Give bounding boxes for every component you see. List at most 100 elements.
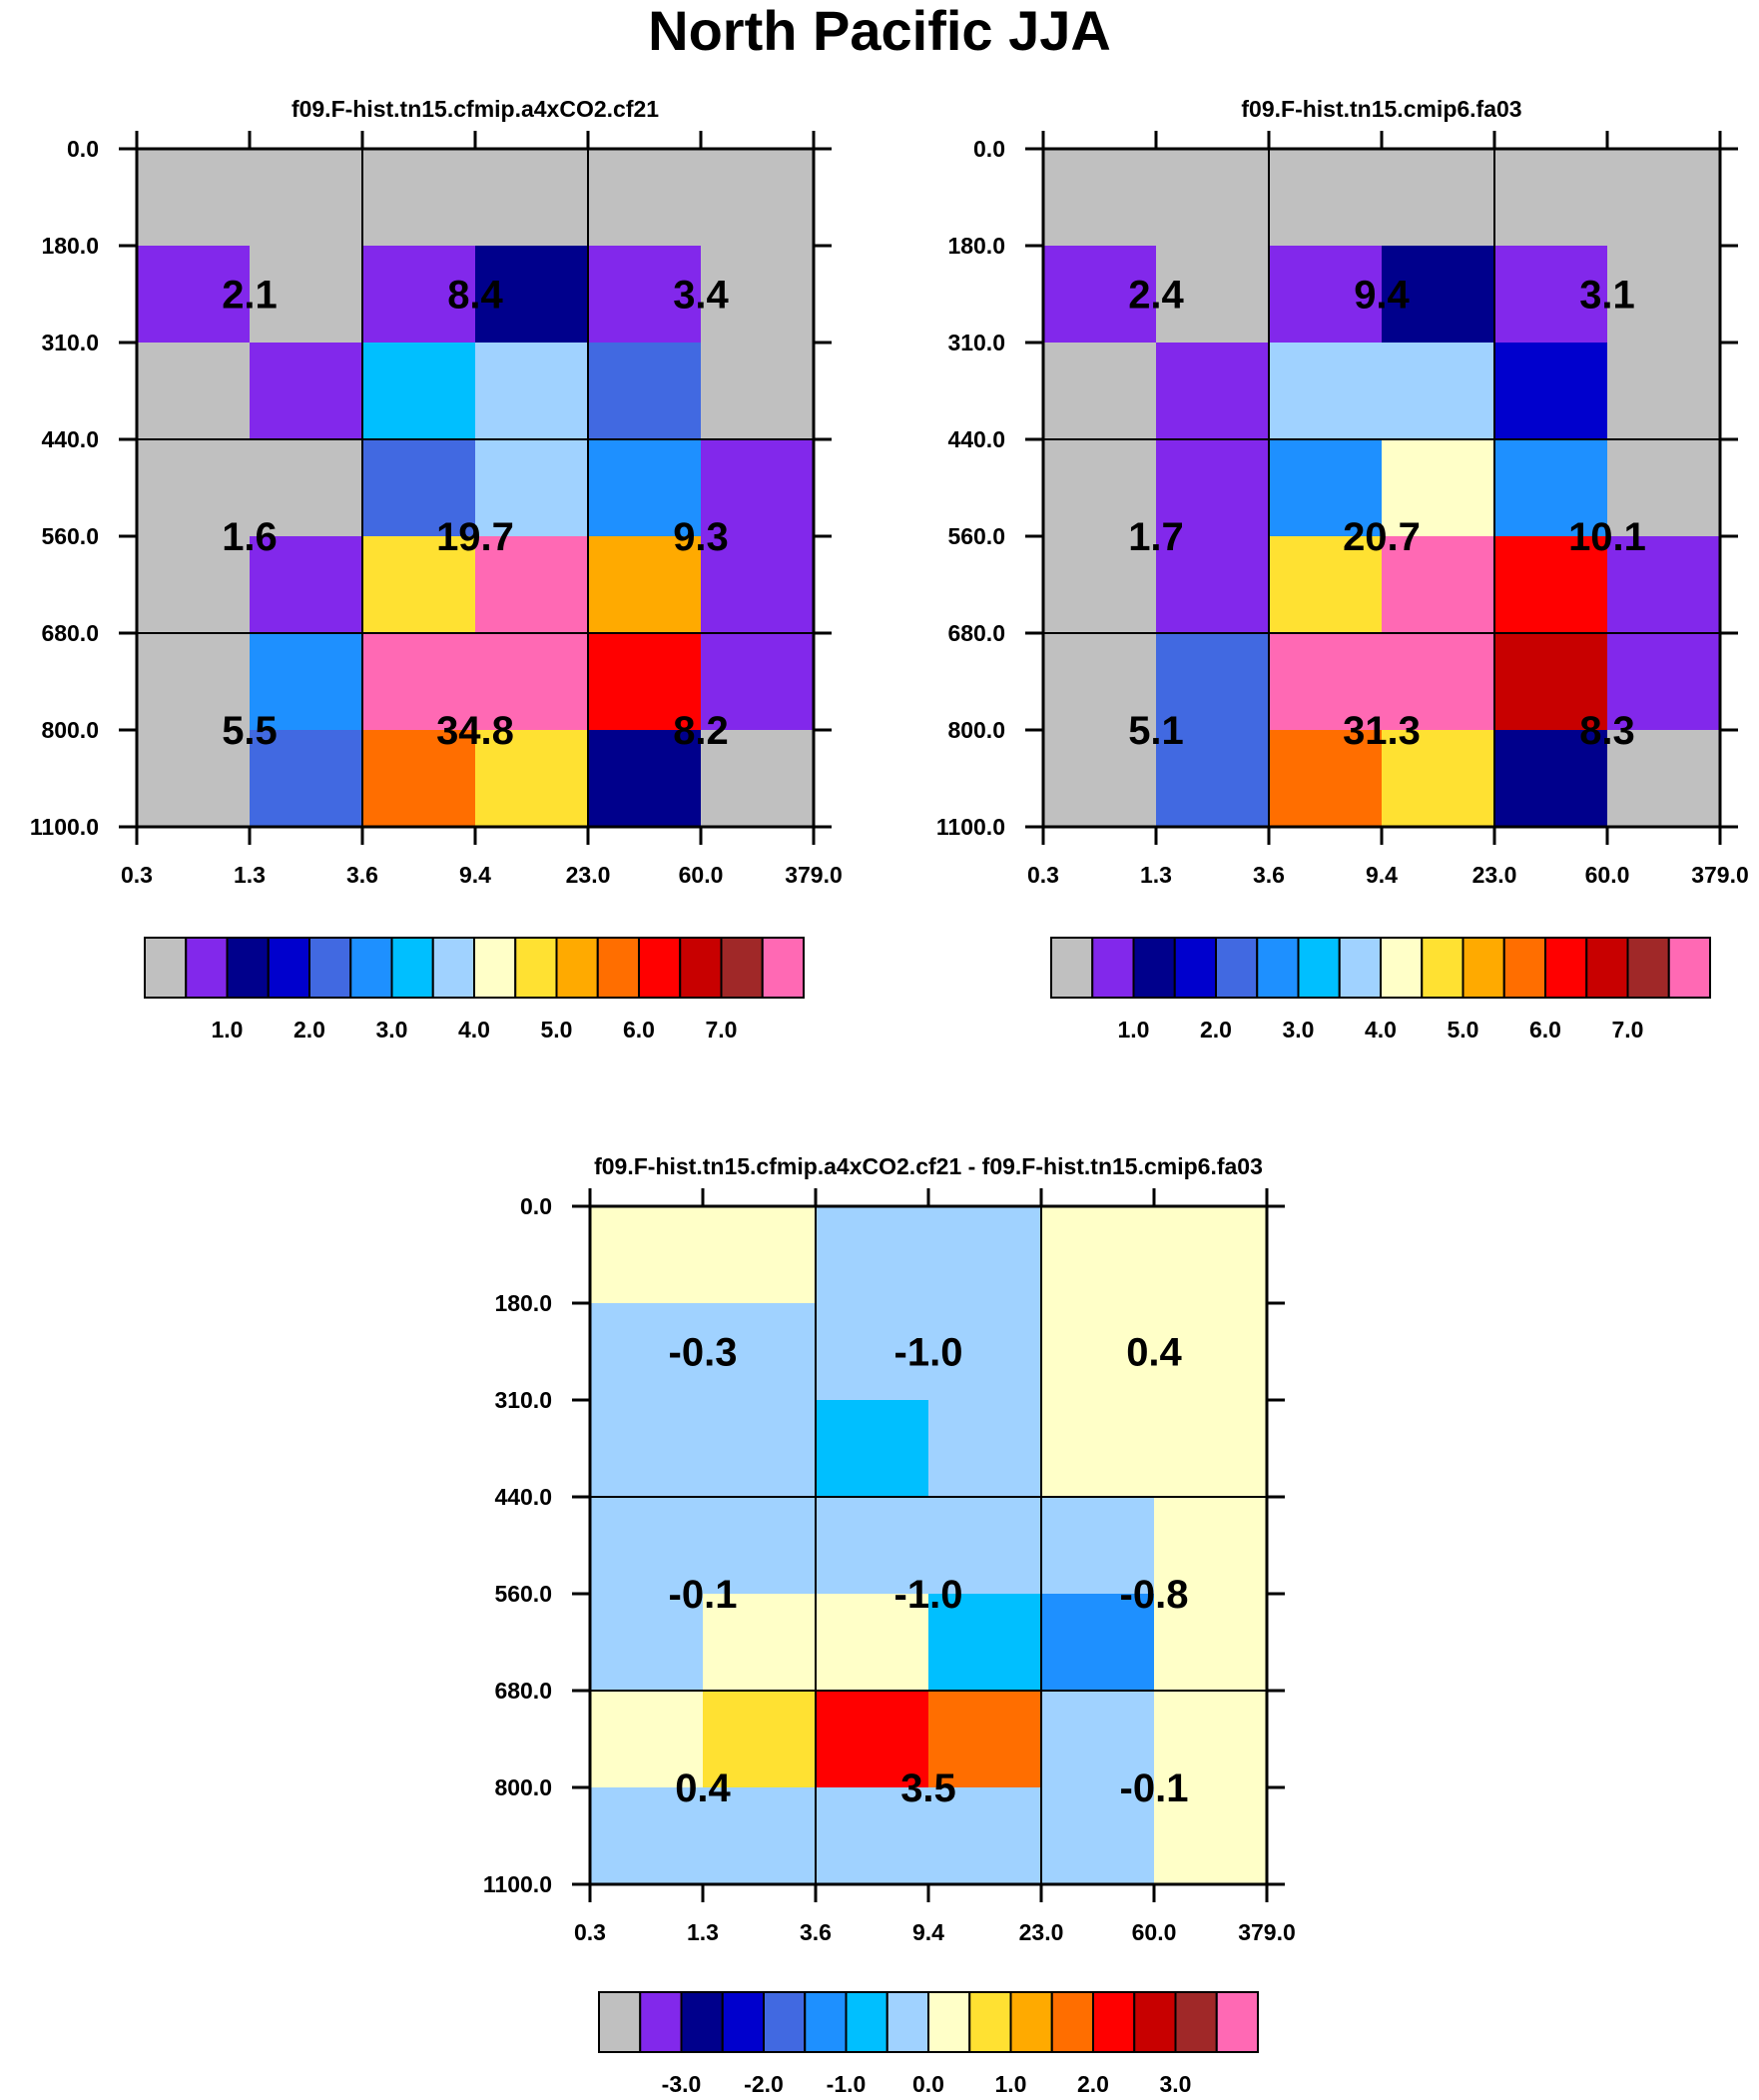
colorbar-label: 3.0: [1283, 1017, 1315, 1043]
panel-title: f09.F-hist.tn15.cfmip.a4xCO2.cf21: [292, 96, 659, 122]
colorbar-swatch: [1009, 1991, 1053, 2053]
heatmap-cell: [1041, 1594, 1155, 1692]
colorbar-swatch: [804, 1991, 848, 2053]
colorbar-swatch: [721, 1991, 765, 2053]
heatmap-cell: [1156, 149, 1270, 247]
heatmap-cell: [1382, 730, 1495, 828]
colorbar-label: -1.0: [827, 2071, 867, 2097]
colorbar-swatch: [1215, 937, 1259, 999]
x-tick-label: 379.0: [1238, 1919, 1296, 1945]
colorbar-swatch: [1585, 937, 1629, 999]
colorbar-label: 2.0: [293, 1017, 325, 1043]
panel-title: f09.F-hist.tn15.cmip6.fa03: [1241, 96, 1521, 122]
colorbar-swatch: [473, 937, 517, 999]
heatmap-cell: [137, 439, 251, 537]
heatmap-cell: [250, 343, 363, 440]
x-tick-label: 0.3: [121, 862, 153, 888]
colorbar-swatch: [1173, 937, 1217, 999]
heatmap-cell: [703, 1303, 817, 1401]
colorbar-swatch: [1502, 937, 1546, 999]
heatmap-cell: [1494, 246, 1608, 344]
x-tick-label: 23.0: [566, 862, 611, 888]
colorbar-swatch: [390, 937, 434, 999]
heatmap-cell: [703, 1691, 817, 1788]
panel-title: f09.F-hist.tn15.cfmip.a4xCO2.cf21 - f09.…: [594, 1153, 1263, 1179]
colorbar-swatch: [638, 937, 682, 999]
box-value-label: 9.3: [673, 515, 729, 559]
colorbar-swatch: [763, 1991, 807, 2053]
colorbar-swatch: [1380, 937, 1424, 999]
colorbar-swatch: [144, 937, 188, 999]
heatmap-cell: [137, 633, 251, 731]
y-tick-label: 680.0: [947, 620, 1005, 646]
heatmap-cell: [1043, 343, 1157, 440]
box-value-label: 31.3: [1343, 709, 1421, 753]
colorbar-swatch: [596, 937, 640, 999]
colorbar-label: 6.0: [1529, 1017, 1561, 1043]
y-tick-label: 440.0: [494, 1484, 552, 1510]
heatmap-cell: [590, 1787, 704, 1885]
box-value-label: 19.7: [436, 515, 514, 559]
colorbar-swatch: [1338, 937, 1382, 999]
heatmap-cell: [703, 1594, 817, 1692]
colorbar-label: 3.0: [1160, 2071, 1192, 2097]
colorbar-label: 4.0: [1365, 1017, 1397, 1043]
heatmap-cell: [928, 1400, 1042, 1498]
heatmap-cell: [137, 149, 251, 247]
box-value-label: 0.4: [1126, 1331, 1182, 1375]
heatmap-cell: [1041, 1691, 1155, 1788]
heatmap-cell: [590, 1594, 704, 1692]
box-value-label: 5.5: [222, 709, 278, 753]
x-tick-label: 9.4: [459, 862, 491, 888]
heatmap-cell: [816, 1400, 929, 1498]
heatmap-cell: [1607, 730, 1721, 828]
heatmap-cell: [475, 343, 589, 440]
colorbar-label: 3.0: [376, 1017, 408, 1043]
box-value-label: 20.7: [1343, 515, 1421, 559]
colorbar-swatch: [431, 937, 475, 999]
heatmap-cell: [701, 536, 815, 634]
heatmap-cell: [588, 730, 702, 828]
heatmap-cell: [1154, 1497, 1268, 1595]
box-value-label: -0.1: [1120, 1766, 1189, 1810]
heatmap-cell: [590, 1206, 704, 1304]
heatmap-cell: [590, 1303, 704, 1401]
heatmap-cell: [703, 1400, 817, 1498]
colorbar-swatch: [968, 1991, 1012, 2053]
colorbar-swatch: [1050, 1991, 1094, 2053]
y-tick-label: 1100.0: [936, 814, 1005, 840]
heatmap-cell: [137, 343, 251, 440]
colorbar-label: 2.0: [1077, 2071, 1109, 2097]
x-tick-label: 0.3: [574, 1919, 606, 1945]
heatmap-cell: [816, 1497, 929, 1595]
x-tick-label: 23.0: [1019, 1919, 1064, 1945]
heatmap-cell: [1494, 730, 1608, 828]
box-value-label: 1.7: [1128, 515, 1184, 559]
x-tick-label: 9.4: [912, 1919, 944, 1945]
panel-model-b: f09.F-hist.tn15.cmip6.fa03 0.0 180.0 310.0 4…: [936, 96, 1749, 1043]
colorbar-swatch: [927, 1991, 971, 2053]
heatmap-cell: [1269, 246, 1383, 344]
heatmap-cell: [1154, 1787, 1268, 1885]
heatmap-cell: [1043, 730, 1157, 828]
heatmap-cell: [137, 536, 251, 634]
box-value-label: 2.1: [222, 274, 278, 318]
colorbar-swatch: [679, 937, 723, 999]
colorbar-swatch: [1667, 937, 1711, 999]
heatmap-cell: [1382, 439, 1495, 537]
heatmap-cell: [1607, 536, 1721, 634]
colorbar-swatch: [514, 937, 558, 999]
heatmap-cell: [1269, 343, 1383, 440]
heatmap-cell: [1494, 343, 1608, 440]
heatmap-cell: [362, 536, 476, 634]
box-value-label: -1.0: [894, 1573, 963, 1617]
box-value-label: 34.8: [436, 709, 514, 753]
box-value-label: 8.2: [673, 709, 729, 753]
heatmap-cell: [475, 439, 589, 537]
y-tick-label: 560.0: [494, 1581, 552, 1607]
colorbar-swatch: [1462, 937, 1505, 999]
heatmap-cell: [703, 1497, 817, 1595]
colorbar-swatch: [1133, 1991, 1177, 2053]
heatmap-cell: [475, 730, 589, 828]
colorbar-swatch: [267, 937, 310, 999]
